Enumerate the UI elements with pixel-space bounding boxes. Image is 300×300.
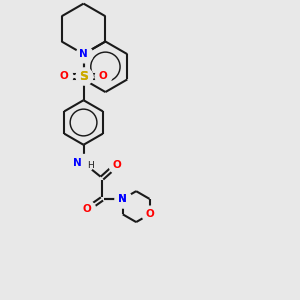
Text: N: N	[118, 194, 127, 204]
Text: S: S	[79, 70, 88, 83]
Text: N: N	[118, 194, 127, 204]
Text: O: O	[83, 204, 92, 214]
Text: O: O	[60, 71, 69, 81]
Text: N: N	[73, 158, 82, 168]
Text: S: S	[79, 70, 88, 83]
Text: O: O	[145, 209, 154, 219]
Text: O: O	[98, 71, 107, 81]
Text: H: H	[87, 160, 94, 169]
Text: O: O	[112, 160, 121, 170]
Text: N: N	[79, 49, 88, 59]
